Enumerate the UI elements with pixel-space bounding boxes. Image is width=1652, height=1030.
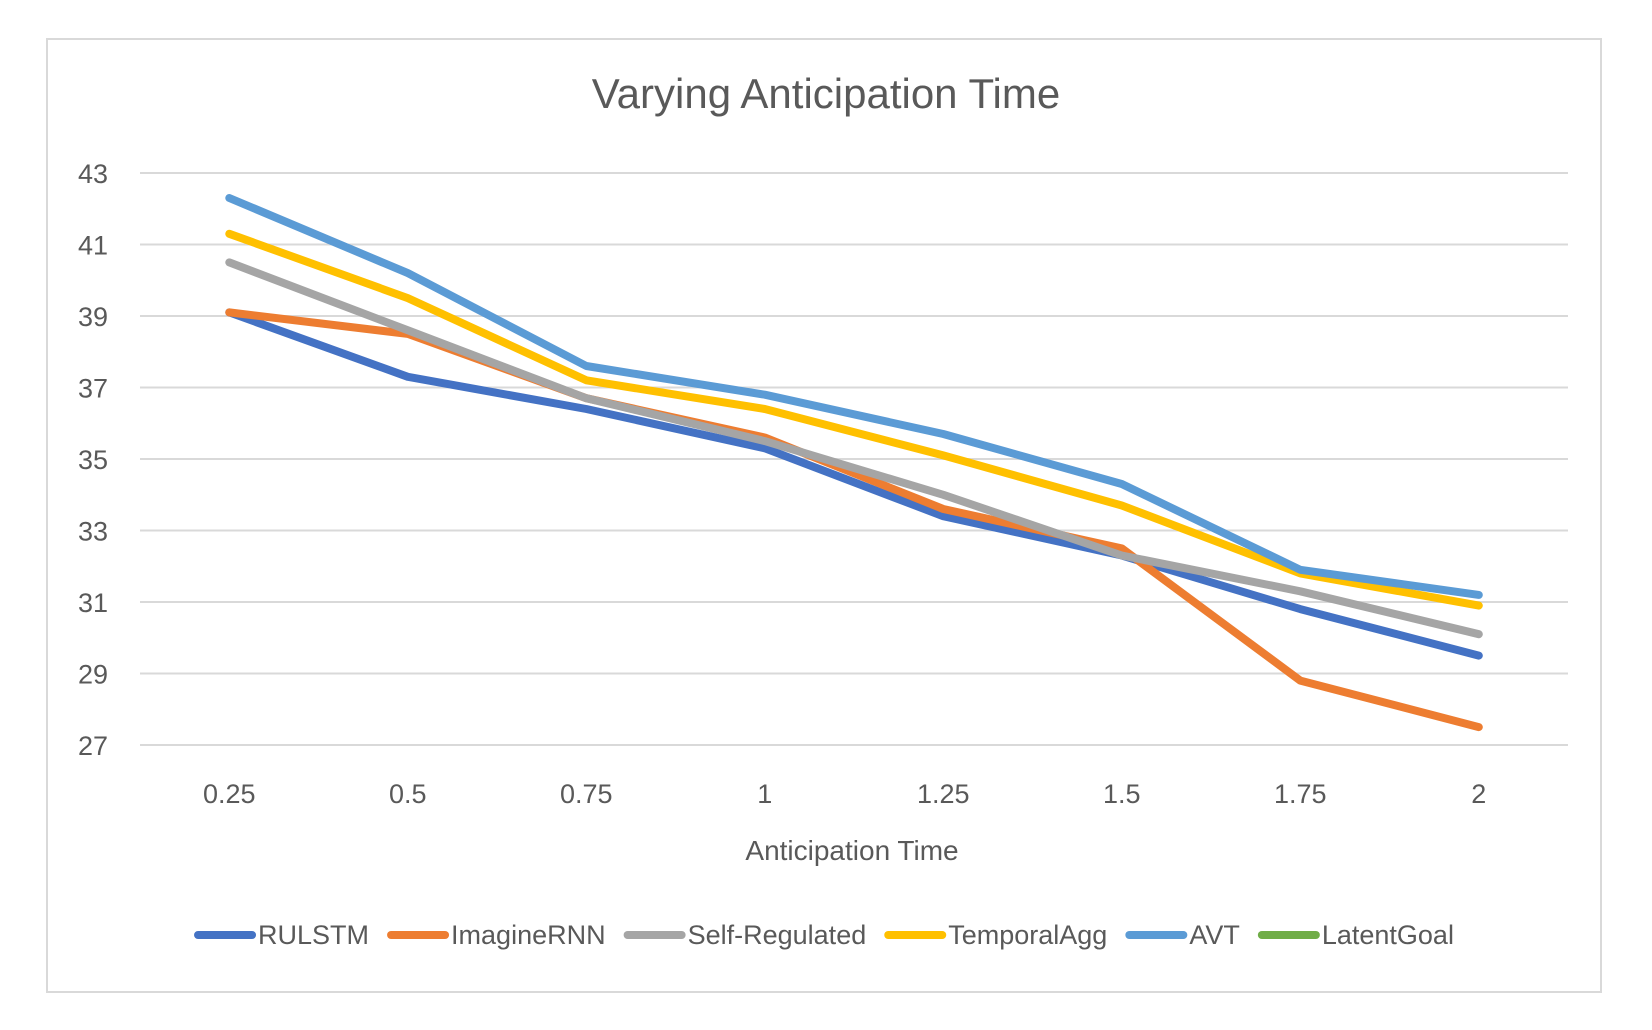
y-tick-label: 35: [78, 445, 108, 475]
y-axis-ticks: 27 29 31 33 35 37 39 41 43: [78, 159, 108, 761]
y-tick-label: 31: [78, 588, 108, 618]
legend-item-imaginernn[interactable]: ImagineRNN: [387, 920, 606, 950]
legend-label: TemporalAgg: [948, 920, 1107, 950]
y-tick-label: 37: [78, 374, 108, 404]
x-tick-label: 2: [1471, 779, 1486, 809]
legend-item-rulstm[interactable]: RULSTM: [194, 920, 369, 950]
x-tick-label: 0.75: [560, 779, 613, 809]
y-tick-label: 33: [78, 517, 108, 547]
legend: RULSTM ImagineRNN Self-Regulated TemporalAg…: [194, 920, 1454, 950]
legend-label: AVT: [1189, 920, 1240, 950]
series-line-rulstm: [225, 308, 1483, 660]
x-axis-ticks: 0.25 0.5 0.75 1 1.25 1.5 1.75 2: [203, 779, 1486, 809]
x-tick-label: 0.25: [203, 779, 256, 809]
series-line-avt: [225, 194, 1483, 599]
legend-label: Self-Regulated: [688, 920, 867, 950]
series-line-temporalagg: [225, 229, 1483, 610]
x-axis-title: Anticipation Time: [745, 835, 958, 866]
legend-label: LatentGoal: [1322, 920, 1454, 950]
series-lines: [225, 194, 1483, 732]
series-line-self-regulated: [225, 258, 1483, 639]
x-tick-label: 1: [757, 779, 772, 809]
x-tick-label: 0.5: [389, 779, 427, 809]
legend-label: RULSTM: [258, 920, 369, 950]
y-tick-label: 27: [78, 731, 108, 761]
legend-item-self-regulated[interactable]: Self-Regulated: [623, 920, 867, 950]
x-tick-label: 1.25: [917, 779, 970, 809]
y-tick-label: 29: [78, 660, 108, 690]
x-tick-label: 1.5: [1103, 779, 1141, 809]
y-tick-label: 43: [78, 159, 108, 189]
legend-item-temporalagg[interactable]: TemporalAgg: [884, 920, 1107, 950]
chart-title: Varying Anticipation Time: [592, 70, 1060, 117]
legend-item-latentgoal[interactable]: LatentGoal: [1257, 920, 1454, 950]
gridlines: [140, 172, 1568, 746]
legend-item-avt[interactable]: AVT: [1125, 920, 1240, 950]
x-tick-label: 1.75: [1274, 779, 1327, 809]
y-tick-label: 39: [78, 302, 108, 332]
legend-label: ImagineRNN: [451, 920, 606, 950]
y-tick-label: 41: [78, 231, 108, 261]
chart-frame: [46, 38, 1602, 993]
